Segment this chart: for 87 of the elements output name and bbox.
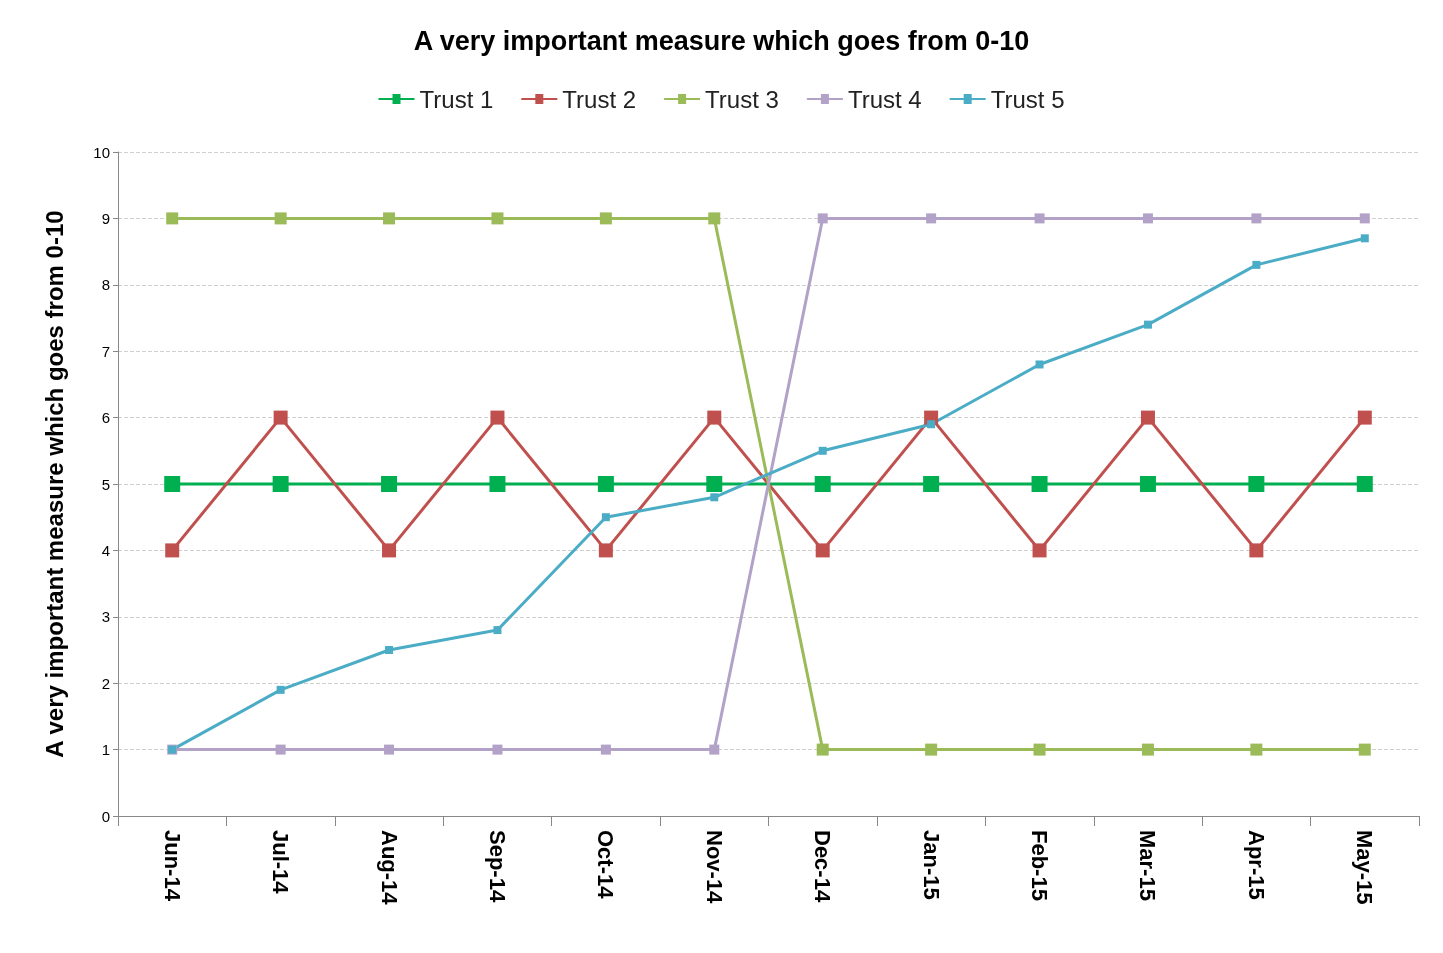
point — [818, 446, 827, 455]
chart-title: A very important measure which goes from 0-10 — [413, 25, 1030, 56]
point — [1249, 543, 1264, 558]
y-axis-title: A very important measure which goes from 0-10 — [40, 210, 68, 758]
y-tick-label: 4 — [101, 541, 110, 559]
point — [384, 744, 395, 755]
point — [707, 410, 722, 425]
y-tick-label: 2 — [101, 674, 110, 692]
point — [816, 743, 829, 756]
point — [493, 626, 502, 635]
point — [1142, 213, 1153, 224]
point — [926, 213, 937, 224]
x-tick-label: Oct-14 — [593, 830, 619, 900]
legend-label: Trust 3 — [705, 85, 779, 113]
x-tick-label: Nov-14 — [701, 830, 727, 905]
point — [598, 543, 613, 558]
y-tick-label: 8 — [101, 276, 110, 294]
point — [1143, 320, 1152, 329]
point — [1139, 476, 1156, 492]
point — [275, 744, 286, 755]
point — [164, 476, 181, 492]
x-tick-label: Jul-14 — [268, 830, 294, 895]
legend-label: Trust 2 — [562, 85, 637, 113]
x-tick-label: Jan-15 — [918, 830, 944, 900]
y-tick-label: 5 — [101, 475, 110, 493]
x-tick-label: Sep-14 — [484, 830, 510, 903]
y-tick-label: 9 — [101, 209, 110, 227]
legend-label: Trust 5 — [990, 85, 1065, 113]
x-tick-label: Feb-15 — [1027, 830, 1053, 901]
point — [927, 420, 936, 429]
point — [1360, 234, 1369, 243]
point — [817, 213, 828, 224]
x-tick-label: Mar-15 — [1135, 830, 1161, 901]
point — [381, 476, 398, 492]
x-tick-label: May-15 — [1352, 830, 1378, 905]
point — [601, 513, 610, 522]
point — [273, 410, 288, 425]
point — [1248, 476, 1265, 492]
y-tick-label: 10 — [93, 143, 110, 161]
point — [708, 212, 721, 225]
point — [814, 476, 831, 492]
point — [1035, 360, 1044, 369]
point — [1141, 743, 1154, 756]
point — [1252, 260, 1261, 269]
y-tick-label: 7 — [101, 342, 110, 360]
point — [491, 212, 504, 225]
x-tick-label: Aug-14 — [376, 830, 402, 906]
point — [815, 543, 830, 558]
point — [382, 543, 397, 558]
legend-label: Trust 1 — [419, 85, 494, 113]
y-tick-label: 1 — [101, 741, 110, 759]
point — [490, 410, 505, 425]
point — [166, 212, 179, 225]
point — [276, 685, 285, 694]
point — [1356, 476, 1373, 492]
y-tick-label: 6 — [101, 409, 110, 427]
point — [600, 744, 611, 755]
point — [1140, 410, 1155, 425]
point — [1358, 743, 1371, 756]
point — [383, 212, 396, 225]
point — [923, 476, 940, 492]
point — [272, 476, 289, 492]
point — [1032, 543, 1047, 558]
point — [274, 212, 287, 225]
point — [1250, 743, 1263, 756]
point — [925, 743, 938, 756]
x-tick-label: Dec-14 — [810, 830, 836, 903]
point — [1031, 476, 1048, 492]
point — [385, 646, 394, 654]
point — [165, 543, 180, 558]
point — [710, 493, 719, 502]
y-tick-label: 0 — [101, 807, 110, 825]
point — [492, 744, 503, 755]
point — [1034, 213, 1045, 224]
point — [489, 476, 506, 492]
point — [1357, 410, 1372, 425]
point — [706, 476, 723, 492]
point — [1251, 213, 1262, 224]
point — [1359, 213, 1370, 224]
point — [1033, 743, 1046, 756]
legend-label: Trust 4 — [847, 85, 922, 113]
x-tick-label: Jun-14 — [159, 830, 185, 902]
point — [597, 476, 614, 492]
point — [599, 212, 612, 225]
point — [709, 744, 720, 755]
x-tick-label: Apr-15 — [1243, 830, 1269, 900]
y-tick-label: 3 — [101, 608, 110, 626]
